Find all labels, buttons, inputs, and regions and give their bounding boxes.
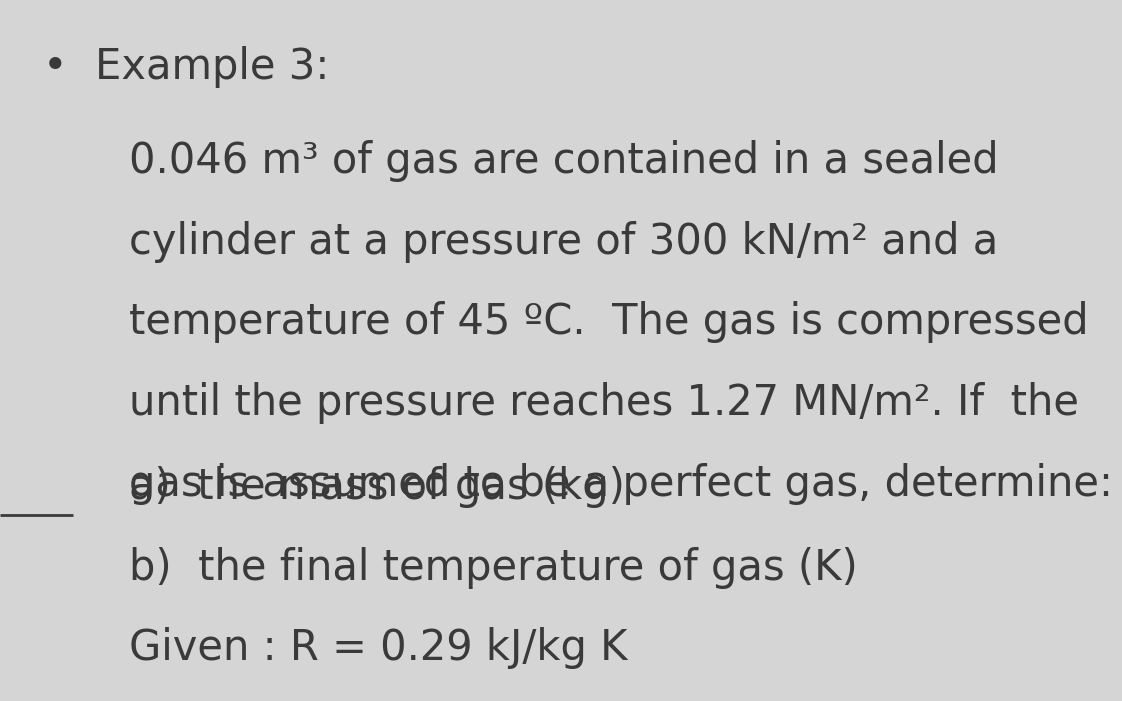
Text: gas is assumed to be a perfect gas, determine:: gas is assumed to be a perfect gas, dete… bbox=[129, 463, 1113, 505]
Text: Given : R = 0.29 kJ/kg K: Given : R = 0.29 kJ/kg K bbox=[129, 627, 627, 669]
Text: b)  the final temperature of gas (K): b) the final temperature of gas (K) bbox=[129, 547, 858, 589]
Text: •: • bbox=[43, 46, 67, 88]
Text: until the pressure reaches 1.27 MN/m². If  the: until the pressure reaches 1.27 MN/m². I… bbox=[129, 382, 1079, 424]
Text: 0.046 m³ of gas are contained in a sealed: 0.046 m³ of gas are contained in a seale… bbox=[129, 140, 999, 182]
Text: Example 3:: Example 3: bbox=[95, 46, 330, 88]
Text: a)  the mass of gas (kg): a) the mass of gas (kg) bbox=[129, 466, 625, 508]
Text: temperature of 45 ºC.  The gas is compressed: temperature of 45 ºC. The gas is compres… bbox=[129, 301, 1088, 343]
Text: cylinder at a pressure of 300 kN/m² and a: cylinder at a pressure of 300 kN/m² and … bbox=[129, 221, 999, 263]
